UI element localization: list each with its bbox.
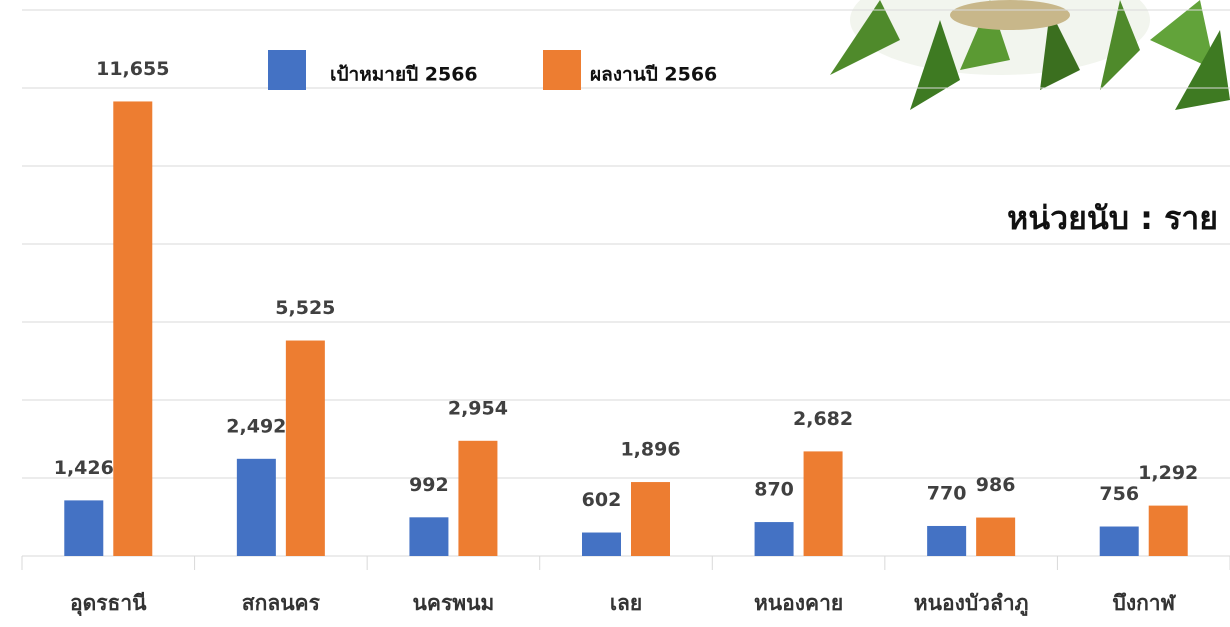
value-label: 2,954 bbox=[448, 397, 508, 419]
bar bbox=[113, 101, 153, 556]
bar bbox=[927, 525, 967, 556]
value-label: 1,292 bbox=[1138, 462, 1198, 484]
x-tick-label: บึงกาฬ bbox=[1112, 591, 1176, 615]
unit-note: หน่วยนับ : ราย bbox=[1007, 199, 1218, 237]
x-tick-label: หนองบัวลำภู bbox=[914, 591, 1029, 617]
value-label: 602 bbox=[582, 489, 622, 511]
bar bbox=[285, 340, 325, 556]
bar bbox=[803, 451, 843, 556]
bar bbox=[631, 482, 670, 556]
value-label: 5,525 bbox=[275, 297, 335, 319]
bar bbox=[976, 517, 1016, 556]
x-tick-label: อุดรธานี bbox=[70, 591, 147, 617]
x-tick-label: สกลนคร bbox=[242, 591, 321, 615]
bar bbox=[236, 458, 276, 556]
value-label: 870 bbox=[754, 479, 794, 501]
value-label: 11,655 bbox=[96, 58, 169, 80]
legend-swatch bbox=[543, 50, 581, 90]
legend-label: ผลงานปี 2566 bbox=[590, 64, 717, 86]
bar bbox=[458, 440, 498, 556]
value-label: 770 bbox=[927, 482, 967, 504]
bar bbox=[1148, 505, 1188, 556]
value-label: 2,682 bbox=[793, 408, 853, 430]
x-tick-label: นครพนม bbox=[413, 591, 495, 615]
value-label: 992 bbox=[409, 474, 449, 496]
value-label: 1,896 bbox=[620, 439, 680, 461]
bar bbox=[582, 532, 621, 556]
legend-swatch bbox=[268, 50, 306, 90]
bar bbox=[1099, 526, 1139, 556]
plant-decoration bbox=[830, 0, 1230, 110]
legend-label: เป้าหมายปี 2566 bbox=[330, 64, 478, 86]
bar bbox=[409, 517, 449, 556]
x-tick-label: หนองคาย bbox=[754, 591, 843, 615]
value-label: 756 bbox=[1099, 483, 1139, 505]
value-label: 986 bbox=[976, 474, 1016, 496]
bar bbox=[64, 500, 104, 556]
bar bbox=[754, 522, 794, 556]
value-label: 2,492 bbox=[226, 415, 286, 437]
value-label: 1,426 bbox=[54, 457, 114, 479]
x-tick-label: เลย bbox=[610, 591, 642, 615]
